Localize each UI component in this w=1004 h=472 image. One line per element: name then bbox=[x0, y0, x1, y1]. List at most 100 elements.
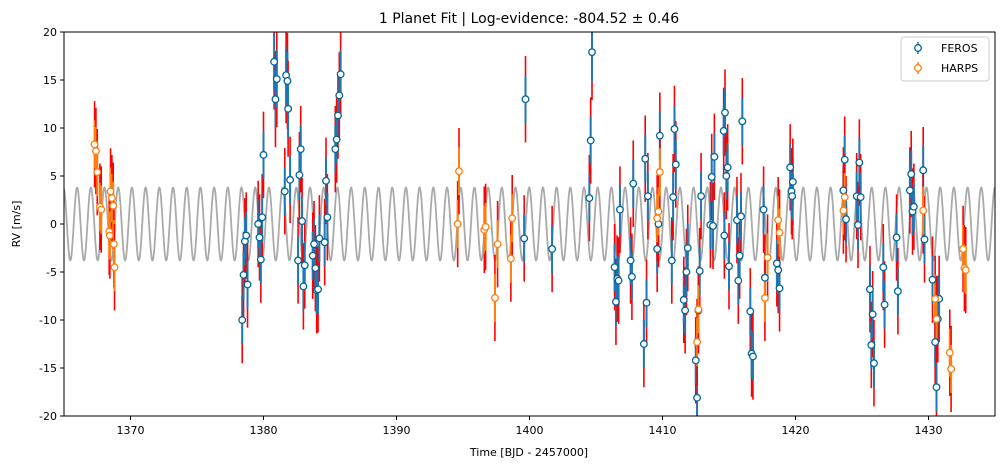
plot-area bbox=[64, 32, 995, 416]
feros-data-point bbox=[254, 220, 263, 228]
harps-data-point bbox=[653, 214, 662, 223]
feros-data-point bbox=[725, 262, 733, 271]
feros-data-point bbox=[308, 251, 317, 260]
y-tick-label: -10 bbox=[39, 314, 57, 327]
feros-data-point bbox=[683, 244, 692, 252]
harps-data-point bbox=[694, 305, 703, 314]
feros-data-point bbox=[760, 273, 769, 282]
harps-data-point bbox=[693, 338, 702, 347]
feros-data-point bbox=[639, 340, 648, 348]
feros-data-point bbox=[721, 108, 729, 117]
feros-data-point bbox=[856, 193, 865, 202]
feros-data-point bbox=[270, 57, 279, 66]
feros-data-point bbox=[311, 264, 320, 273]
feros-data-point bbox=[255, 233, 264, 242]
feros-data-point bbox=[280, 187, 289, 196]
harps-data-point bbox=[110, 263, 119, 272]
feros-data-point bbox=[335, 91, 344, 100]
feros-data-point bbox=[588, 48, 596, 57]
feros-data-point bbox=[693, 393, 702, 402]
feros-data-point bbox=[614, 276, 623, 285]
feros-data-point bbox=[697, 192, 706, 201]
legend-harps-label: HARPS bbox=[941, 62, 978, 75]
x-tick-label: 1430 bbox=[915, 424, 943, 437]
feros-data-point bbox=[243, 280, 252, 289]
feros-data-point bbox=[855, 158, 864, 167]
feros-data-point bbox=[879, 263, 888, 272]
feros-data-point bbox=[734, 276, 743, 285]
x-axis-label: Time [BJD - 2457000] bbox=[469, 446, 588, 459]
feros-data-point bbox=[294, 256, 303, 265]
harps-data-point bbox=[91, 147, 100, 155]
harps-data-point bbox=[90, 140, 99, 149]
feros-data-point bbox=[722, 172, 731, 180]
x-tick-label: 1380 bbox=[250, 424, 278, 437]
feros-data-point bbox=[314, 285, 322, 294]
feros-data-point bbox=[748, 352, 757, 361]
y-tick-label: 15 bbox=[43, 74, 57, 87]
harps-data-point bbox=[93, 168, 102, 177]
harps-data-point bbox=[840, 193, 849, 202]
feros-data-point bbox=[854, 221, 862, 229]
feros-data-point bbox=[320, 238, 329, 247]
feros-data-point bbox=[720, 231, 729, 240]
x-tick-label: 1370 bbox=[117, 424, 145, 437]
feros-data-point bbox=[709, 221, 717, 230]
y-tick-label: 5 bbox=[50, 170, 57, 183]
harps-data-point bbox=[506, 254, 515, 263]
feros-data-point bbox=[735, 251, 744, 260]
legend-harps-marker bbox=[914, 64, 922, 72]
x-tick-label: 1410 bbox=[649, 424, 677, 437]
feros-data-point bbox=[271, 95, 280, 104]
feros-data-point bbox=[788, 177, 797, 186]
legend-entry-harps: HARPS bbox=[914, 62, 978, 75]
harps-data-point bbox=[931, 294, 940, 303]
feros-data-point bbox=[893, 287, 902, 296]
feros-data-point bbox=[643, 192, 652, 201]
model-curve bbox=[64, 186, 995, 262]
feros-data-point bbox=[548, 245, 557, 253]
feros-data-point bbox=[520, 234, 529, 243]
feros-data-point bbox=[612, 297, 620, 306]
feros-data-point bbox=[284, 104, 293, 113]
harps-data-point bbox=[763, 253, 772, 262]
feros-data-point bbox=[334, 111, 342, 120]
feros-data-point bbox=[332, 135, 341, 144]
feros-data-point bbox=[586, 136, 595, 145]
feros-data-point bbox=[256, 255, 265, 264]
feros-data-point bbox=[667, 256, 676, 265]
feros-data-point bbox=[681, 306, 690, 315]
feros-data-point bbox=[775, 284, 784, 293]
legend-box bbox=[900, 36, 990, 82]
y-tick-label: 10 bbox=[43, 122, 57, 135]
feros-data-point bbox=[315, 234, 324, 243]
x-tick-label: 1390 bbox=[383, 424, 411, 437]
feros-data-point bbox=[866, 285, 874, 294]
harps-data-point bbox=[654, 207, 663, 216]
harps-data-point bbox=[961, 266, 970, 275]
feros-data-point bbox=[920, 235, 929, 244]
y-axis-label: RV [m/s] bbox=[10, 201, 23, 248]
feros-data-point bbox=[322, 176, 330, 185]
y-tick-label: 20 bbox=[43, 26, 57, 39]
feros-data-point bbox=[258, 213, 267, 222]
feros-data-point bbox=[298, 217, 307, 226]
harps-data-point bbox=[106, 187, 115, 196]
legend-entry-feros: FEROS bbox=[914, 42, 978, 55]
feros-data-point bbox=[336, 70, 345, 79]
harps-data-point bbox=[760, 293, 769, 302]
legend-feros-label: FEROS bbox=[941, 42, 978, 55]
feros-data-point bbox=[259, 150, 268, 159]
harps-data-point bbox=[453, 220, 462, 228]
feros-data-point bbox=[521, 95, 530, 104]
harps-data-point bbox=[932, 315, 941, 323]
feros-data-point bbox=[840, 155, 849, 164]
harps-data-point bbox=[490, 293, 499, 302]
feros-data-point bbox=[655, 131, 664, 140]
feros-data-point bbox=[296, 145, 305, 154]
harps-data-point bbox=[775, 228, 784, 237]
feros-data-point bbox=[331, 145, 340, 154]
feros-data-point bbox=[710, 152, 719, 161]
feros-data-point bbox=[746, 307, 755, 316]
